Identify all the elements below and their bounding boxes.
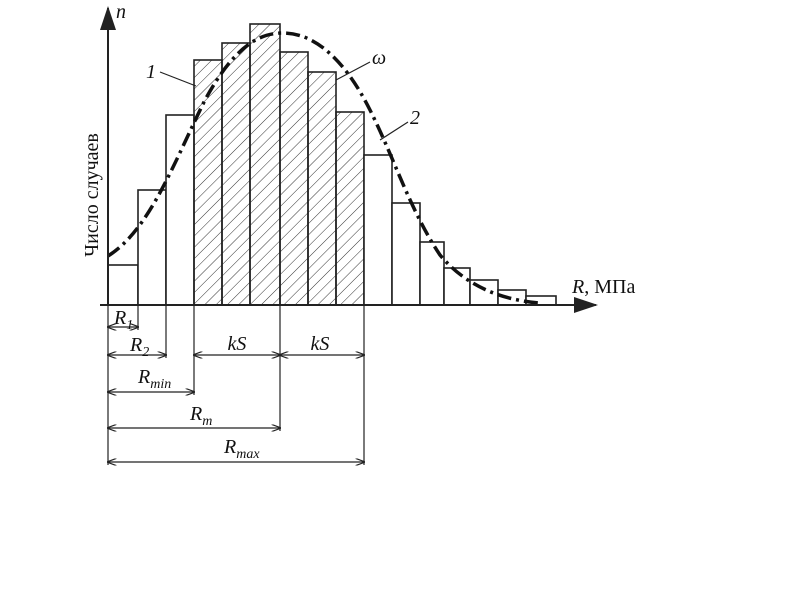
dimension-label: Rmax <box>223 436 260 462</box>
histogram <box>107 23 557 306</box>
leader-line <box>335 61 371 81</box>
extension-lines <box>107 305 365 465</box>
label-sub: max <box>236 447 260 462</box>
bar <box>107 264 139 306</box>
dimension-label: R2 <box>129 334 149 360</box>
curve-label: 1 <box>146 61 156 83</box>
dimension-label: kS <box>311 333 330 355</box>
leader-line <box>379 121 409 141</box>
label-sub: 2 <box>142 345 149 360</box>
label-main: R <box>113 307 126 329</box>
dimension-label: Rmin <box>137 366 171 392</box>
dimension-label: kS <box>228 333 247 355</box>
label-sub: m <box>202 414 212 429</box>
label-main: R <box>223 436 236 458</box>
hatched-bar <box>279 51 309 306</box>
x-axis-label: R, МПа <box>571 276 635 298</box>
dimension-lines <box>108 327 364 462</box>
dimension-label: R1 <box>113 307 133 333</box>
normal-curve <box>107 31 541 305</box>
label-main: R <box>129 334 142 356</box>
label-sub: min <box>150 377 171 392</box>
label-main: R <box>189 403 202 425</box>
x-symbol: R <box>571 276 584 298</box>
y-axis-title: Число случаев <box>81 133 103 257</box>
area-label: ω <box>372 47 386 69</box>
hatched-bar <box>249 23 281 306</box>
x-unit: , МПа <box>584 276 635 298</box>
y-axis-symbol: n <box>116 1 126 23</box>
bar <box>419 241 445 306</box>
bar <box>165 114 195 306</box>
curve-label: 2 <box>410 107 420 129</box>
dimension-label: Rm <box>189 403 212 429</box>
label-sub: 1 <box>126 318 133 333</box>
hatched-bar <box>221 42 251 306</box>
hatched-bar <box>335 111 365 306</box>
hatched-bar <box>307 71 337 306</box>
bar <box>391 202 421 306</box>
bar <box>363 154 393 306</box>
label-main: R <box>137 366 150 388</box>
leader-line <box>159 71 197 87</box>
